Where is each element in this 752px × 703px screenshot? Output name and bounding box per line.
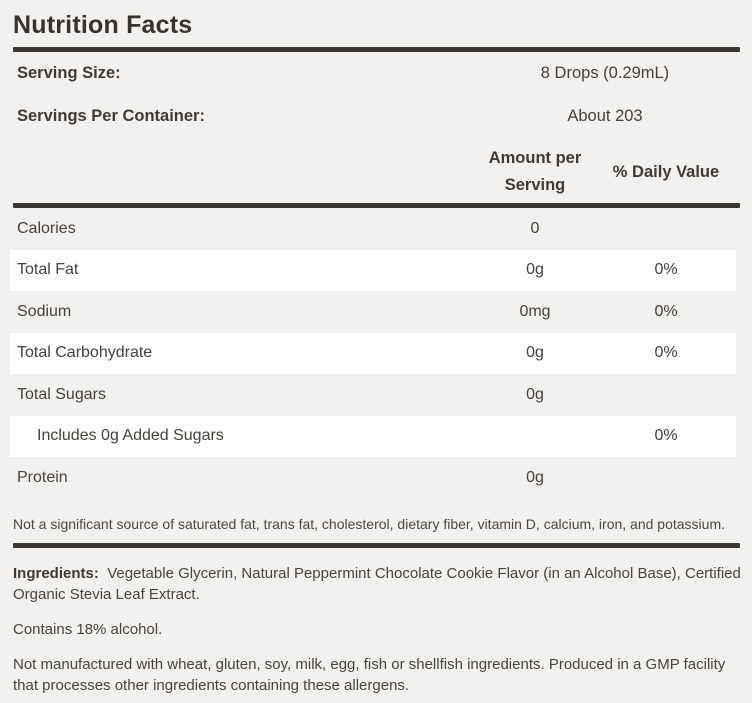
- serving-size-row: Serving Size: 8 Drops (0.29mL): [10, 52, 736, 95]
- nutrient-amount-value: 0g: [526, 385, 544, 403]
- amount-header-line1: Amount per: [488, 149, 582, 167]
- allergen-note: Not manufactured with wheat, gluten, soy…: [13, 655, 726, 694]
- nutrient-row: Sodium 0mg 0%: [10, 291, 736, 333]
- nutrient-row: Total Sugars 0g: [10, 374, 736, 416]
- nutrient-daily-value: 0%: [654, 427, 678, 445]
- nutrient-label: Total Fat: [17, 261, 79, 279]
- nutrient-row: Calories 0: [10, 208, 736, 250]
- nutrient-rows: Calories 0 Total Fat 0g 0% Sodium 0mg 0%…: [0, 208, 752, 499]
- nutrient-row: Includes 0g Added Sugars 0%: [10, 415, 736, 457]
- nutrient-amount-value: 0g: [526, 468, 544, 486]
- servings-per-container-row: Servings Per Container: About 203: [10, 95, 736, 138]
- ingredients-label: Ingredients:: [13, 564, 99, 582]
- servings-per-container-label: Servings Per Container:: [17, 107, 205, 125]
- nutrient-amount-value: 0: [530, 219, 540, 237]
- ingredients-text: Vegetable Glycerin, Natural Peppermint C…: [13, 564, 741, 603]
- daily-value-header: % Daily Value: [612, 162, 720, 181]
- servings-per-container-value: About 203: [567, 107, 643, 125]
- serving-size-label: Serving Size:: [17, 64, 121, 82]
- serving-size-value: 8 Drops (0.29mL): [540, 64, 670, 82]
- title-divider: [13, 47, 740, 52]
- nutrient-daily-value: 0%: [654, 344, 678, 362]
- nutrient-row: Total Carbohydrate 0g 0%: [10, 332, 736, 374]
- column-headers: Amount per Serving % Daily Value: [10, 138, 736, 203]
- nutrient-row: Protein 0g: [10, 457, 736, 499]
- nutrient-daily-value: 0%: [654, 302, 678, 320]
- ingredients-section: Ingredients: Vegetable Glycerin, Natural…: [0, 548, 752, 696]
- panel-header: Nutrition Facts: [0, 0, 752, 47]
- page-title: Nutrition Facts: [13, 11, 193, 39]
- footnote-text: Not a significant source of saturated fa…: [13, 515, 725, 532]
- nutrient-label: Calories: [17, 219, 76, 237]
- amount-header-line2: Serving: [504, 176, 566, 194]
- header-divider: [13, 203, 740, 208]
- ingredients-paragraph: Ingredients: Vegetable Glycerin, Natural…: [13, 563, 743, 605]
- nutrient-label: Includes 0g Added Sugars: [37, 427, 224, 445]
- nutrient-amount-value: 0g: [526, 261, 544, 279]
- nutrient-amount-value: 0mg: [519, 302, 551, 320]
- amount-per-serving-header: Amount per Serving: [474, 145, 596, 199]
- nutrient-daily-value: 0%: [654, 261, 678, 279]
- nutrient-label: Protein: [17, 468, 68, 486]
- nutrient-row: Total Fat 0g 0%: [10, 249, 736, 291]
- alcohol-note: Contains 18% alcohol.: [13, 620, 163, 638]
- nutrient-label: Sodium: [17, 302, 72, 320]
- footer-divider: [13, 542, 740, 548]
- nutrient-label: Total Sugars: [17, 385, 106, 403]
- nutrient-label: Total Carbohydrate: [17, 344, 153, 362]
- nutrient-amount-value: 0g: [526, 344, 544, 362]
